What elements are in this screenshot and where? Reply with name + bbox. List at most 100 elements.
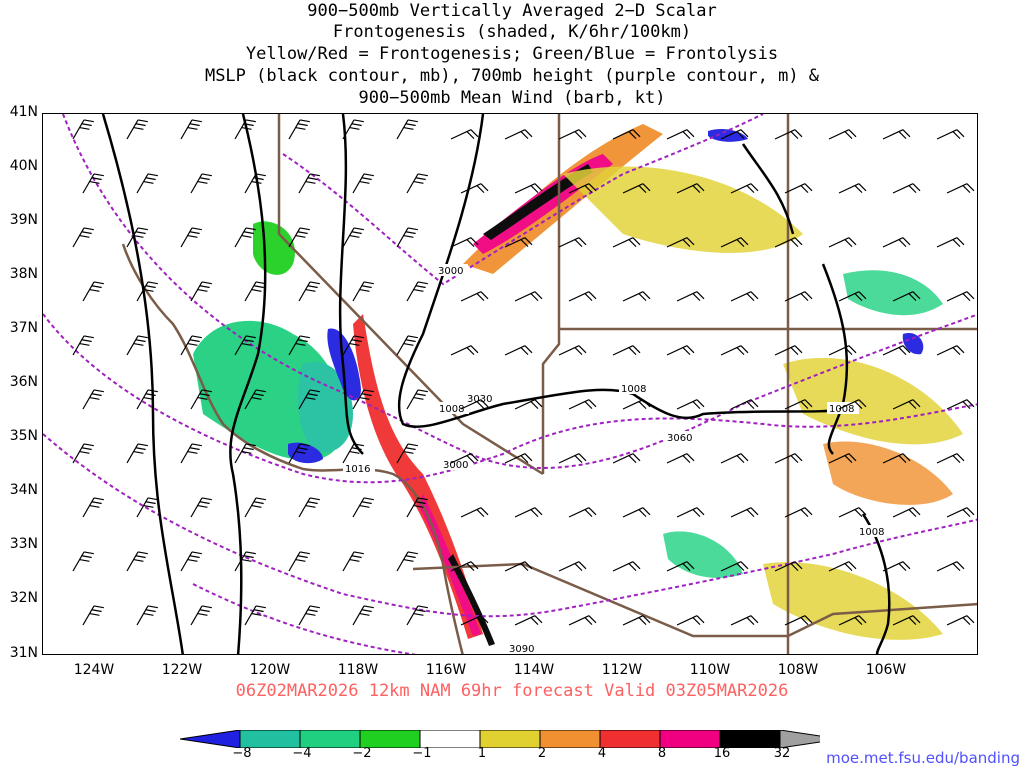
wind-barb <box>136 173 158 194</box>
wind-barb <box>180 551 202 572</box>
wind-barb <box>450 237 479 248</box>
border-mexico <box>412 562 977 638</box>
credit-link[interactable]: moe.met.fsu.edu/banding <box>826 749 1020 767</box>
wind-barb <box>450 345 479 356</box>
height-label-4: 3060 <box>667 433 692 444</box>
wind-barb <box>946 399 975 410</box>
wind-barb <box>882 345 911 356</box>
wind-barb <box>838 399 867 410</box>
mslp-contour-east <box>821 263 849 455</box>
lon-label-112w: 112W <box>601 662 643 678</box>
wind-barb <box>244 389 266 410</box>
wind-barb <box>730 615 759 626</box>
wind-barb <box>774 345 803 356</box>
lat-label-35n: 35N <box>9 428 38 444</box>
wind-barb <box>774 453 803 464</box>
wind-barb <box>882 237 911 248</box>
height-contour-3030 <box>43 313 977 484</box>
wind-barb <box>612 345 641 356</box>
wind-barb <box>190 497 212 518</box>
wind-barb <box>784 399 813 410</box>
wind-barb <box>244 173 266 194</box>
wind-barb <box>558 129 587 140</box>
wind-barb <box>720 129 749 140</box>
wind-barb <box>622 291 651 302</box>
mslp-contour-1008-b <box>338 114 364 455</box>
wind-barb <box>460 183 489 194</box>
title-line-3: Yellow/Red = Frontogenesis; Green/Blue =… <box>245 44 779 64</box>
colorbar-label-7: 4 <box>597 746 607 761</box>
height-label-5: 3090 <box>509 644 534 655</box>
wind-barb <box>828 237 857 248</box>
colorbar-label-4: −1 <box>412 746 432 761</box>
wind-barb <box>406 173 428 194</box>
wind-barb <box>676 615 705 626</box>
wind-barb <box>190 281 212 302</box>
map-svg: 1008 1008 1008 1008 1016 3000 3030 3000 … <box>43 114 977 655</box>
colorbar-end-right <box>779 730 820 748</box>
title-line-1: 900−500mb Vertically Averaged 2−D Scalar <box>307 1 717 21</box>
wind-barb <box>720 345 749 356</box>
wind-barb <box>352 605 374 626</box>
wind-barb <box>126 443 148 464</box>
wind-barb <box>126 227 148 248</box>
wind-barb <box>892 507 921 518</box>
wind-barb <box>298 389 320 410</box>
colorbar-label-2: −4 <box>292 746 312 761</box>
wind-barb <box>460 615 489 626</box>
height-contour-3090 <box>192 583 417 654</box>
wind-barb <box>136 281 158 302</box>
wind-barb <box>396 551 418 572</box>
frontogenesis-band-ne-max <box>483 164 593 240</box>
wind-barb <box>504 345 533 356</box>
wind-barb <box>666 453 695 464</box>
frontogenesis-yellow-2 <box>783 357 963 445</box>
wind-barb <box>558 237 587 248</box>
lon-label-114w: 114W <box>513 662 555 678</box>
wind-barb <box>774 561 803 572</box>
wind-barb <box>568 183 597 194</box>
wind-barb <box>622 615 651 626</box>
wind-barb <box>568 507 597 518</box>
wind-barb <box>460 291 489 302</box>
wind-barb <box>666 237 695 248</box>
map-panel: 1008 1008 1008 1008 1016 3000 3030 3000 … <box>42 113 978 655</box>
wind-barb <box>612 453 641 464</box>
wind-barb <box>406 605 428 626</box>
title-line-5: 900−500mb Mean Wind (barb, kt) <box>358 88 666 108</box>
wind-barb <box>126 551 148 572</box>
wind-barb <box>342 551 364 572</box>
height-contour-3060 <box>43 433 977 618</box>
wind-barb <box>288 443 310 464</box>
frontolysis-blue-east <box>902 333 924 355</box>
wind-barb <box>828 345 857 356</box>
wind-barb <box>72 551 94 572</box>
wind-barb <box>180 227 202 248</box>
contour-labels: 1008 1008 1008 1008 1016 3000 3030 3000 … <box>343 264 889 655</box>
wind-barb <box>514 399 543 410</box>
lat-label-34n: 34N <box>9 482 38 498</box>
border-ca-nv <box>277 114 544 476</box>
wind-barb <box>82 605 104 626</box>
wind-barb <box>784 183 813 194</box>
height-label-3: 3000 <box>443 460 468 471</box>
wind-barb <box>612 237 641 248</box>
wind-barb <box>622 507 651 518</box>
colorbar-label-1: −8 <box>232 746 252 761</box>
wind-barb <box>288 227 310 248</box>
wind-barb <box>946 615 975 626</box>
wind-barb <box>504 129 533 140</box>
wind-barb <box>622 183 651 194</box>
wind-barb <box>936 129 965 140</box>
wind-barb <box>342 227 364 248</box>
mslp-label-5: 1016 <box>345 464 370 475</box>
wind-barb <box>882 561 911 572</box>
mslp-label-4: 1008 <box>859 527 884 538</box>
wind-barb <box>298 173 320 194</box>
lat-label-32n: 32N <box>9 590 38 606</box>
wind-barb <box>612 561 641 572</box>
wind-barb <box>558 453 587 464</box>
wind-barb <box>838 615 867 626</box>
height-label-1: 3000 <box>438 266 463 277</box>
forecast-valid-line: 06Z02MAR2026 12km NAM 69hr forecast Vali… <box>235 681 789 701</box>
